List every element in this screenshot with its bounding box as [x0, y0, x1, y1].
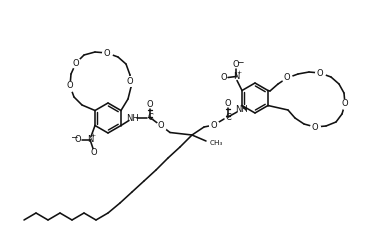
Text: O: O — [75, 135, 81, 144]
Text: O: O — [342, 99, 348, 109]
Text: O: O — [67, 81, 73, 91]
Text: +: + — [236, 70, 242, 75]
Text: O: O — [127, 76, 133, 86]
Text: −: − — [70, 132, 78, 141]
Text: O: O — [73, 59, 79, 67]
Text: N: N — [233, 72, 239, 81]
Text: O: O — [91, 148, 97, 157]
Text: O: O — [158, 121, 164, 130]
Text: O: O — [312, 123, 318, 131]
Text: NH: NH — [234, 106, 247, 114]
Text: O: O — [221, 73, 227, 82]
Text: CH₃: CH₃ — [210, 140, 224, 146]
Text: N: N — [87, 135, 93, 144]
Text: +: + — [90, 133, 96, 138]
Text: C: C — [147, 113, 153, 122]
Text: O: O — [284, 74, 290, 82]
Text: O: O — [147, 100, 153, 109]
Text: O: O — [233, 60, 239, 69]
Text: O: O — [104, 49, 110, 57]
Text: O: O — [317, 69, 323, 77]
Text: C: C — [225, 113, 231, 121]
Text: NH: NH — [127, 114, 139, 123]
Text: O: O — [225, 99, 231, 109]
Text: −: − — [236, 57, 244, 66]
Text: O: O — [211, 121, 217, 129]
